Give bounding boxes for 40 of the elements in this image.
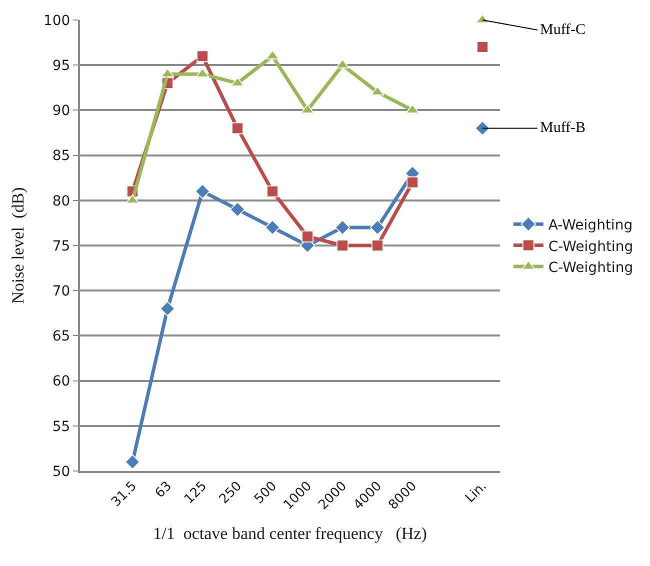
point [196, 50, 208, 62]
point [370, 220, 386, 236]
y-tick-label: 95 [52, 58, 70, 74]
point [124, 454, 140, 470]
point [302, 230, 314, 242]
point [474, 120, 490, 136]
x-tick-label: 125 [182, 478, 210, 508]
point [266, 185, 278, 198]
y-tick-label: 60 [52, 374, 70, 390]
point [336, 240, 348, 252]
legend-label: A-Weighting [548, 218, 633, 234]
point [160, 300, 176, 316]
y-tick-label: 75 [52, 238, 70, 254]
legend-label: C-Weighting [548, 260, 634, 276]
y-tick-label: 90 [52, 103, 70, 120]
point [372, 240, 384, 252]
point [232, 122, 244, 134]
x-tick-label: 63 [152, 478, 175, 502]
point [406, 176, 418, 188]
annotation: Muff-B [540, 120, 586, 136]
legend-label: C-Weighting [548, 238, 634, 255]
point [194, 184, 210, 200]
y-tick-label: 85 [52, 148, 70, 164]
annotation: Muff-C [540, 22, 586, 38]
y-tick-label: 70 [52, 284, 70, 300]
y-axis-title: Noise level (dB) [8, 187, 28, 304]
point [476, 41, 488, 54]
x-tick-label: 500 [252, 478, 280, 508]
point [334, 220, 350, 236]
y-tick-label: 80 [52, 193, 70, 210]
x-tick-label: 250 [216, 478, 245, 508]
y-tick-label: 65 [52, 328, 70, 345]
x-tick-label: Lin. [462, 478, 490, 506]
x-axis-title: 1/1 octave band center frequency (Hz) [153, 524, 427, 543]
y-tick-label: 50 [52, 464, 70, 480]
y-tick-label: 55 [52, 418, 70, 435]
point [264, 220, 280, 236]
point [126, 194, 140, 204]
y-tick-label: 100 [43, 12, 70, 29]
point [230, 202, 246, 218]
